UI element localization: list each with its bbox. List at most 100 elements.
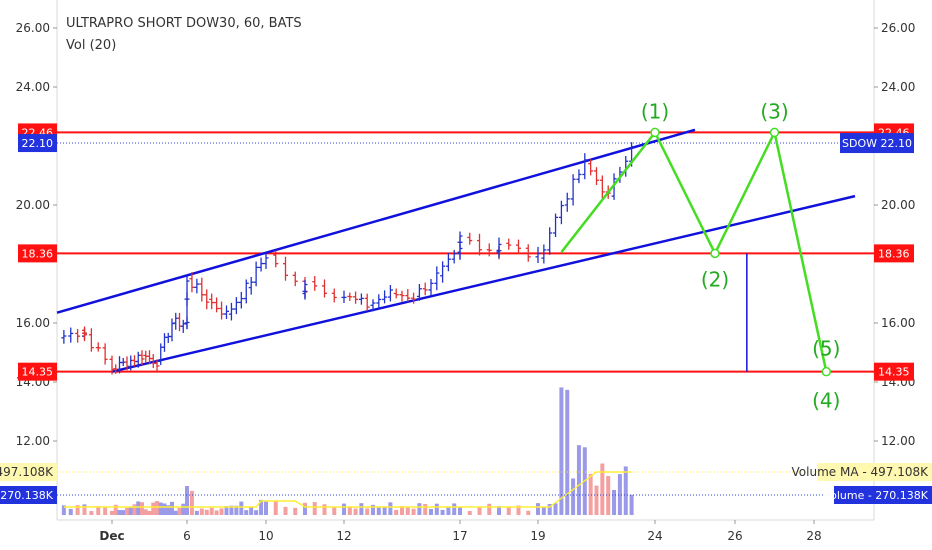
left-last-price-tag-bg xyxy=(18,134,57,153)
x-tick-label: 24 xyxy=(647,529,662,543)
volume-bar xyxy=(588,473,593,515)
x-tick-label: 26 xyxy=(727,529,742,543)
volume-bar xyxy=(576,445,581,515)
x-tick-label: 28 xyxy=(806,529,821,543)
right-tick-label: 24.00 xyxy=(881,80,915,94)
wave-label: (5) xyxy=(812,337,840,361)
volume-bar xyxy=(332,507,337,515)
volume-bar xyxy=(224,506,229,515)
volume-bar xyxy=(61,505,66,515)
right-level-tag-bg xyxy=(874,244,914,263)
volume-bar xyxy=(219,508,224,515)
volume-bar xyxy=(600,463,605,515)
volume-bar xyxy=(487,503,492,515)
volume-bar xyxy=(185,502,189,515)
volume-bar xyxy=(254,510,259,515)
volume-bar xyxy=(68,508,73,515)
volume-bar xyxy=(173,510,178,515)
volume-bar xyxy=(264,501,268,515)
volume-bar xyxy=(147,510,152,515)
volume-ma-line xyxy=(63,471,632,508)
volume-bar xyxy=(594,485,599,515)
volume-bar xyxy=(623,466,628,515)
right-level-tag-text: 18.36 xyxy=(878,247,910,260)
volume-bar xyxy=(553,503,558,515)
indicator-label: Vol (20) xyxy=(66,38,117,53)
left-volume-last-tag-text: 270.138K xyxy=(0,489,53,502)
wave-point xyxy=(710,248,720,259)
volume-bar xyxy=(162,503,167,515)
volume-bar xyxy=(371,504,375,515)
volume-bar xyxy=(547,503,552,515)
volume-bar xyxy=(446,506,451,515)
left-level-tag-bg xyxy=(18,362,57,381)
x-tick-label: 12 xyxy=(336,529,351,543)
left-tick-label: 20.00 xyxy=(16,198,50,212)
volume-bars xyxy=(61,387,634,515)
wave-label: (1) xyxy=(641,99,669,123)
left-level-tag-text: 18.36 xyxy=(22,247,54,260)
volume-bar xyxy=(103,506,108,515)
left-volume-last-tag-bg xyxy=(0,486,57,504)
right-level-tag-bg xyxy=(874,362,914,381)
volume-bar xyxy=(312,502,317,515)
volume-bar xyxy=(143,509,148,515)
x-tick-label: 19 xyxy=(530,529,545,543)
symbol-tag-bg xyxy=(840,133,914,154)
x-tick-label: Dec xyxy=(99,529,124,543)
volume-bar xyxy=(185,486,189,515)
volume-bar xyxy=(606,476,611,515)
volume-bar xyxy=(229,505,234,515)
volume-bar xyxy=(617,474,622,515)
right-volume-last-tag-text: Volume - 270.138K xyxy=(823,489,928,502)
right-tick-label: 16.00 xyxy=(881,316,915,330)
volume-bar xyxy=(423,504,428,515)
x-tick-label: 10 xyxy=(258,529,273,543)
wave-point xyxy=(650,127,660,138)
volume-bar xyxy=(82,510,87,515)
volume-bar xyxy=(405,506,410,515)
volume-bar xyxy=(273,501,278,515)
volume-bar xyxy=(110,510,114,515)
wave-point xyxy=(769,127,780,138)
volume-bar xyxy=(209,507,214,515)
x-tick-label: 6 xyxy=(183,529,191,543)
symbol-tag-text: SDOW 22.10 xyxy=(842,137,912,150)
volume-bar xyxy=(239,501,244,515)
volume-bar xyxy=(516,505,521,515)
volume-bar xyxy=(571,478,576,515)
volume-bar xyxy=(128,506,133,515)
time-axis: Dec 6 10 12 17 19 24 26 28 xyxy=(99,520,822,543)
volume-bar xyxy=(382,506,387,515)
volume-bar xyxy=(75,505,80,515)
volume-bar xyxy=(497,506,501,515)
volume-bar xyxy=(458,508,462,515)
volume-bar xyxy=(117,510,122,515)
volume-bar xyxy=(214,510,219,515)
volume-bar xyxy=(293,507,298,515)
right-volume-ma-tag-bg xyxy=(817,463,932,481)
right-tick-label: 26.00 xyxy=(881,21,915,35)
right-tick-label: 20.00 xyxy=(881,198,915,212)
volume-bar xyxy=(234,505,239,515)
volume-bar xyxy=(166,505,171,515)
volume-bar xyxy=(536,503,540,515)
volume-bar xyxy=(170,501,174,515)
volume-bar xyxy=(629,494,634,515)
volume-bar xyxy=(565,389,570,515)
volume-bar xyxy=(155,501,159,515)
volume-bar xyxy=(541,506,546,515)
volume-bar xyxy=(199,508,204,515)
volume-bar xyxy=(440,509,445,515)
left-level-tag-text: 14.35 xyxy=(22,366,54,379)
volume-bar xyxy=(244,510,249,515)
volume-bar xyxy=(303,505,307,515)
volume-bar xyxy=(526,510,531,515)
volume-bar xyxy=(400,506,404,515)
left-volume-ma-tag-bg xyxy=(0,463,57,481)
volume-bar xyxy=(342,503,346,515)
